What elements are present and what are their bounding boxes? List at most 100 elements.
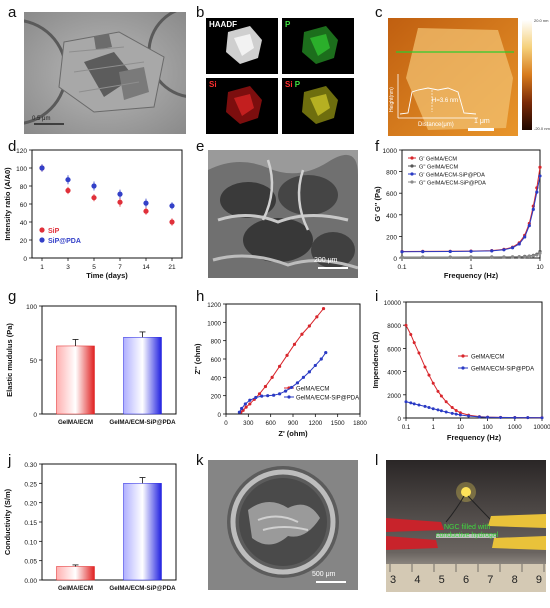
data-point	[502, 255, 506, 259]
data-point	[439, 394, 443, 398]
data-point-sip-pda	[143, 200, 149, 206]
photo-caption: NGC filled with conductive hydrogel	[436, 524, 499, 539]
data-point	[300, 332, 304, 336]
x-tick-label: 0	[224, 420, 228, 427]
y-tick-label: 0.20	[24, 501, 37, 508]
sem-e-scale-bar: 200 μm	[314, 257, 338, 264]
x-axis-label: Z' (ohm)	[278, 429, 308, 438]
data-point	[477, 415, 481, 419]
chart-d: 0 20 40 60 80 100 120 Intensity ratio (A/A0) Tim…	[3, 148, 183, 280]
data-point	[450, 411, 454, 415]
data-point	[538, 251, 542, 255]
y-tick-label: 50	[30, 358, 38, 365]
data-point	[254, 395, 258, 400]
x-tick-label: 21	[168, 264, 176, 271]
y-tick-label: 200	[211, 394, 222, 401]
data-point	[531, 207, 535, 211]
data-point	[324, 350, 328, 355]
y-tick-label: 100	[16, 166, 27, 173]
data-point	[527, 254, 531, 259]
data-point	[448, 249, 452, 254]
y-tick-label: 400	[386, 213, 397, 220]
y-tick-label: 600	[211, 357, 222, 364]
data-point	[307, 370, 311, 374]
data-point	[409, 332, 413, 336]
data-point	[289, 385, 294, 390]
legend-label: G'' GelMA/ECM-SiP@PDA	[419, 181, 486, 187]
legend-marker	[410, 172, 414, 176]
y-tick-label: 800	[211, 339, 222, 346]
data-point	[260, 394, 264, 398]
afm-colorbar-bottom: -20.0 nm	[534, 126, 550, 131]
legend-label: SiP@PDA	[48, 238, 81, 245]
data-point	[510, 255, 515, 259]
data-point	[458, 411, 462, 415]
legend-marker	[39, 237, 45, 243]
data-point	[490, 249, 494, 253]
sem-k-scale-bar: 500 μm	[312, 571, 336, 578]
data-point	[427, 373, 431, 377]
y-axis-label: Conductivity (S/m)	[3, 488, 12, 555]
x-tick-label: GelMA/ECM-SiP@PDA	[109, 419, 176, 426]
eds-mapping: HAADF P Si Si P	[206, 18, 356, 136]
x-tick-label: 3	[66, 264, 70, 271]
bar-gelma-ecm	[56, 345, 95, 415]
y-tick-label: 1200	[207, 302, 221, 309]
x-tick-label: GelMA/ECM	[58, 585, 93, 592]
x-tick-label: 7	[118, 264, 122, 271]
x-tick-label: 1	[469, 264, 473, 271]
data-point	[436, 389, 440, 393]
p-map-tile: P	[282, 18, 354, 74]
x-tick-label: 14	[142, 264, 150, 271]
data-point	[444, 400, 448, 404]
y-tick-label: 1000	[207, 320, 221, 327]
data-point	[510, 246, 515, 250]
data-point	[244, 405, 248, 409]
legend-marker	[287, 395, 291, 399]
legend-label: GelMA/ECM-SiP@PDA	[471, 367, 534, 373]
y-tick-label: 0.15	[24, 520, 37, 527]
data-point	[237, 410, 241, 414]
data-point	[502, 248, 506, 252]
haadf-tile: HAADF	[206, 18, 278, 74]
panel-letter-b: b	[196, 4, 205, 21]
legend-label: GelMA/ECM	[471, 355, 504, 361]
data-point	[285, 353, 289, 357]
legend-label: G' GelMA/ECM	[419, 157, 457, 163]
x-tick-label: 0.1	[397, 264, 406, 271]
chart-g: 0 50 100 Elastic mudulus (Pa) GelMA/ECM GelMA…	[5, 304, 177, 426]
sem-image-e: 200 μm	[208, 150, 358, 278]
data-point	[270, 375, 274, 379]
y-tick-label: 8000	[387, 323, 401, 330]
y-axis-label: Elastic mudulus (Pa)	[5, 323, 14, 397]
data-point	[248, 398, 252, 402]
chart-j: 0.00 0.05 0.10 0.15 0.20 0.25 0.30 Conductivity…	[3, 462, 177, 592]
legend-marker	[410, 164, 414, 168]
y-axis-label: G' G'' (Pa)	[373, 186, 382, 222]
x-tick-label: 10	[536, 264, 544, 271]
si-label: Si	[209, 80, 217, 89]
legend-marker	[461, 354, 465, 358]
y-tick-label: 4000	[387, 370, 401, 377]
data-point	[417, 351, 421, 355]
data-point	[436, 408, 440, 412]
data-point-sip-pda	[39, 165, 45, 171]
y-tick-label: 0	[218, 412, 222, 419]
data-point	[404, 400, 408, 404]
data-point	[315, 315, 319, 319]
x-tick-label: 1	[431, 424, 435, 431]
afm-height-annotation: H=3.6 nm	[432, 98, 459, 104]
data-point	[409, 401, 413, 405]
x-axis-label: Frequency (Hz)	[444, 271, 499, 280]
data-point	[535, 190, 539, 194]
x-tick-label: 1000	[508, 424, 522, 431]
x-axis-label: Frequency (Hz)	[447, 433, 502, 442]
data-point-sip	[169, 219, 175, 225]
bar-gelma-ecm-sip-pda	[123, 337, 162, 415]
data-point	[454, 408, 458, 412]
legend-label: G' GelMA/ECM-SiP@PDA	[419, 173, 485, 179]
data-point	[490, 255, 494, 259]
data-point	[444, 410, 448, 414]
data-point	[292, 342, 297, 346]
afm-image: Height(nm) Distance(μm) H=3.6 nm 1 μm	[388, 18, 518, 136]
